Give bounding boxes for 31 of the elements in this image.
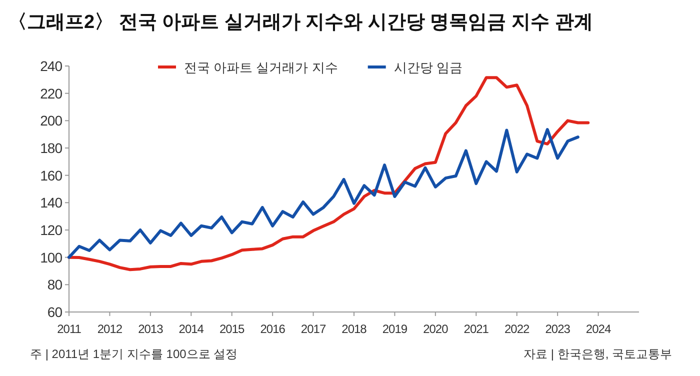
y-tick-label: 60 bbox=[47, 304, 63, 320]
x-tick-label: 2015 bbox=[220, 322, 246, 336]
legend-label: 전국 아파트 실거래가 지수 bbox=[184, 60, 338, 75]
x-tick-label: 2022 bbox=[504, 322, 530, 336]
y-tick-label: 240 bbox=[40, 58, 63, 74]
x-tick-label: 2014 bbox=[178, 322, 204, 336]
y-tick-label: 160 bbox=[40, 167, 63, 184]
y-tick-label: 220 bbox=[40, 85, 63, 102]
text: 자료 | 한국은행, 국토교통부 bbox=[524, 347, 672, 361]
x-tick-label: 2021 bbox=[464, 322, 490, 336]
x-tick-label: 2012 bbox=[97, 322, 123, 336]
y-tick-label: 200 bbox=[40, 112, 63, 129]
x-tick-label: 2023 bbox=[545, 322, 571, 336]
x-tick-label: 2016 bbox=[260, 322, 286, 336]
text: 주 | 2011년 1분기 지수를 100으로 설정 bbox=[30, 347, 238, 361]
y-tick-label: 180 bbox=[40, 140, 63, 156]
x-tick-label: 2019 bbox=[382, 322, 408, 336]
x-tick-label: 2024 bbox=[586, 322, 612, 336]
line-series bbox=[68, 76, 590, 272]
y-tick-label: 100 bbox=[40, 249, 63, 266]
y-tick-label: 80 bbox=[47, 276, 63, 293]
y-tick-label: 120 bbox=[40, 222, 63, 238]
x-tick-label: 2018 bbox=[342, 322, 368, 336]
x-tick-label: 2013 bbox=[138, 322, 164, 336]
legend-label: 시간당 임금 bbox=[394, 60, 462, 75]
y-tick-label: 140 bbox=[40, 194, 63, 211]
chart-title: 〈그래프2〉 전국 아파트 실거래가 지수와 시간당 명목임금 지수 관계 bbox=[8, 12, 593, 33]
x-tick-label: 2011 bbox=[57, 322, 82, 336]
line-series bbox=[68, 128, 580, 259]
x-tick-label: 2017 bbox=[300, 322, 326, 336]
x-tick-label: 2020 bbox=[423, 322, 449, 336]
